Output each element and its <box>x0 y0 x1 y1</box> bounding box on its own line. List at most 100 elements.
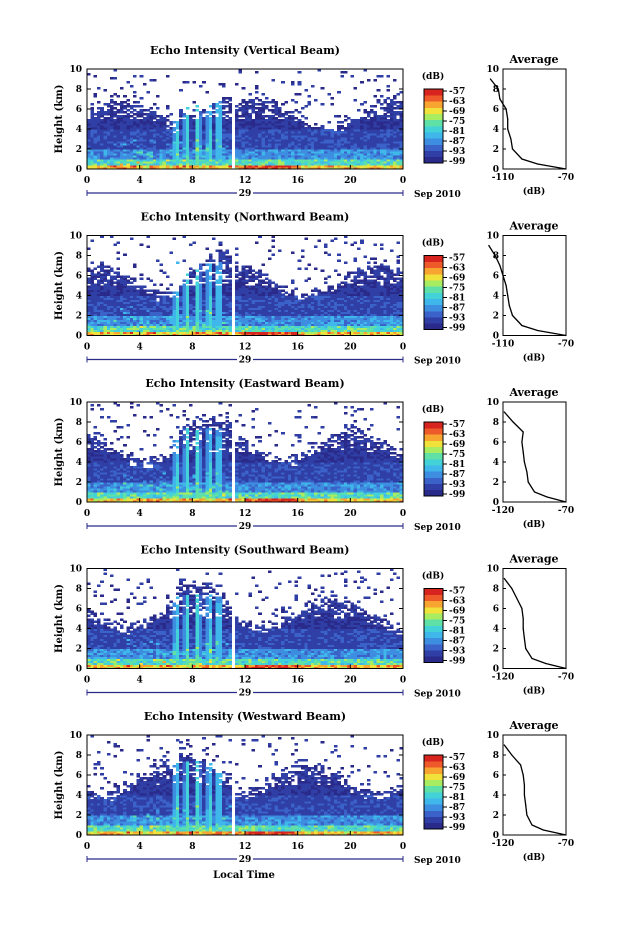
panel-2: Echo Intensity (Eastward Beam) 0 2 4 6 8 10 Hei… <box>54 377 574 533</box>
avg-profile-point <box>489 78 491 80</box>
avg-profile-point <box>503 744 505 746</box>
avg-profile-point <box>542 829 544 831</box>
colorbar-segment <box>424 255 443 263</box>
avg-y-tick-label: 4 <box>493 125 499 135</box>
x-tick-label: 16 <box>291 842 304 852</box>
colorbar-tick-label: -87 <box>449 470 465 480</box>
y-axis-label: Height (km) <box>54 584 65 653</box>
colorbar-segment <box>424 477 443 485</box>
colorbar-tick-label: -81 <box>449 294 465 304</box>
colorbar-tick-label: -57 <box>449 420 465 430</box>
x-tick-label: 0 <box>84 343 90 353</box>
x-tick-label: 4 <box>137 676 143 686</box>
x-tick-label: 12 <box>239 842 252 852</box>
avg-title: Average <box>508 719 558 732</box>
avg-frame <box>502 401 567 503</box>
avg-profile-point <box>522 627 524 630</box>
avg-profile-point <box>546 496 548 498</box>
heatmap-cells <box>87 235 404 336</box>
day-label: 29 <box>239 689 252 699</box>
day-label-bg <box>237 520 253 531</box>
avg-profile-point <box>521 441 523 443</box>
avg-x-axis-label: (dB) <box>523 519 545 530</box>
y-tick-label: 4 <box>76 292 82 302</box>
day-label: 29 <box>239 189 252 199</box>
avg-x-tick-label: -70 <box>558 839 574 849</box>
month-label: Sep 2010 <box>414 523 461 533</box>
colorbar-segment <box>424 317 443 324</box>
x-tick-label: 4 <box>137 509 143 519</box>
y-tick-label: 4 <box>76 625 82 635</box>
colorbar-tick-label: -75 <box>449 117 465 127</box>
y-tick-label: 2 <box>76 145 82 155</box>
avg-profile-point <box>537 329 539 332</box>
y-tick-label: 6 <box>76 771 82 781</box>
x-tick-label: 16 <box>291 676 304 686</box>
colorbar-segment <box>424 274 443 281</box>
y-tick-label: 6 <box>76 605 82 615</box>
colorbar <box>424 755 443 830</box>
colorbar-unit: (dB) <box>422 71 444 82</box>
x-tick-label: 0 <box>400 176 406 186</box>
avg-profile-point <box>526 814 528 816</box>
colorbar-frame <box>423 88 444 164</box>
y-tick-label: 4 <box>76 125 82 135</box>
colorbar-tick-label: -87 <box>449 304 465 314</box>
colorbar-segment <box>424 126 443 133</box>
x-tick-label: 16 <box>291 343 304 353</box>
colorbar-unit: (dB) <box>422 571 444 582</box>
colorbar-segment <box>424 804 443 811</box>
avg-profile-point <box>512 421 514 423</box>
day-label: 29 <box>239 356 252 366</box>
y-tick-label: 0 <box>76 498 82 508</box>
avg-x-tick-label: -110 <box>492 340 515 350</box>
x-tick-label: 12 <box>239 676 252 686</box>
colorbar-tick-label: -63 <box>449 597 465 607</box>
avg-y-tick-label: 8 <box>493 252 499 262</box>
avg-profile-point <box>511 587 513 590</box>
colorbar-segment <box>424 600 443 608</box>
panels: Echo Intensity (Vertical Beam) 0 2 4 6 8 10 Hei… <box>54 44 574 866</box>
colorbar-segment <box>424 619 443 626</box>
colorbar-tick-label: -87 <box>449 803 465 813</box>
colorbar-unit: (dB) <box>422 404 444 415</box>
colorbar-frame <box>423 255 444 330</box>
avg-profile-point <box>523 784 526 786</box>
colorbar-segment <box>424 489 443 497</box>
colorbar-segment <box>424 286 443 293</box>
avg-profile-line <box>489 78 567 170</box>
x-tick-label: 16 <box>291 509 304 519</box>
colorbar <box>424 255 443 330</box>
avg-x-tick-label: -110 <box>492 173 515 183</box>
colorbar-segment <box>424 323 443 330</box>
colorbar-tick-label: -93 <box>449 314 465 324</box>
avg-y-tick-label: 10 <box>486 398 499 408</box>
colorbar-frame <box>423 754 444 830</box>
y-tick-label: 2 <box>76 645 82 655</box>
colorbar-tick-label: -69 <box>449 274 465 284</box>
colorbar-tick-label: -99 <box>449 823 465 833</box>
avg-profile-point <box>531 657 533 660</box>
y-tick-label: 4 <box>76 791 82 801</box>
colorbar-tick-label: -75 <box>449 284 465 294</box>
colorbar-tick-label: -75 <box>449 783 465 793</box>
avg-profile-point <box>522 451 524 453</box>
colorbar-tick-label: -63 <box>449 97 465 107</box>
day-label: 29 <box>239 522 252 532</box>
x-tick-label: 0 <box>400 509 406 519</box>
colorbar-tick-label: -81 <box>449 460 465 470</box>
x-tick-label: 20 <box>344 176 357 186</box>
colorbar <box>424 89 443 164</box>
month-label: Sep 2010 <box>414 690 461 700</box>
avg-y-tick-label: 0 <box>493 831 499 841</box>
colorbar-segment <box>424 267 443 275</box>
x-axis-label: Local Time <box>213 870 275 881</box>
avg-profile-point <box>523 794 526 796</box>
colorbar-segment <box>424 446 443 454</box>
avg-profile-point <box>508 304 510 307</box>
panel-title: Echo Intensity (Northward Beam) <box>141 211 350 224</box>
avg-profile-point <box>527 481 529 483</box>
colorbar-segment <box>424 107 443 115</box>
colorbar-segment <box>424 767 443 774</box>
